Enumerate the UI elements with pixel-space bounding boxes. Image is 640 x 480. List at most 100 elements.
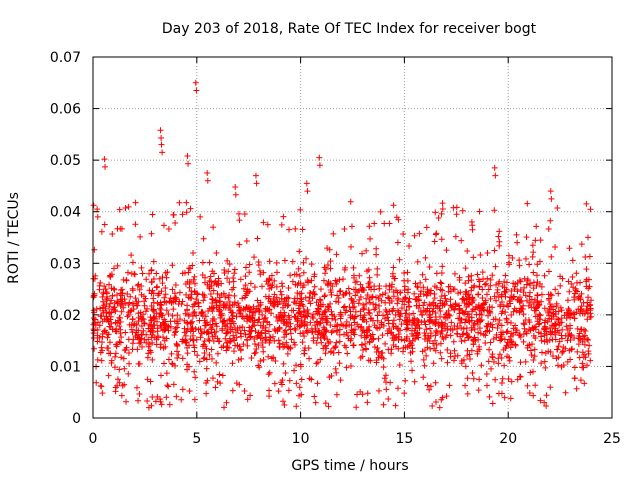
data-point xyxy=(377,208,384,215)
data-point xyxy=(341,342,348,349)
data-point xyxy=(412,336,419,343)
data-point xyxy=(293,380,300,387)
data-point xyxy=(480,331,487,338)
data-point xyxy=(494,325,501,332)
data-point xyxy=(571,315,578,322)
data-point xyxy=(254,235,261,242)
data-point xyxy=(507,294,514,301)
data-point xyxy=(414,283,421,290)
data-point xyxy=(120,355,127,362)
data-point xyxy=(543,403,550,410)
data-point xyxy=(461,337,468,344)
data-point xyxy=(437,330,444,337)
data-point xyxy=(171,295,177,302)
data-point xyxy=(169,286,176,293)
data-point xyxy=(351,303,358,310)
data-point xyxy=(294,295,301,302)
data-point xyxy=(379,332,386,339)
data-point xyxy=(196,358,203,365)
data-point xyxy=(336,288,343,295)
data-point xyxy=(298,376,305,383)
data-point xyxy=(526,293,533,300)
data-point xyxy=(537,397,544,404)
data-point xyxy=(391,275,398,282)
data-point xyxy=(548,195,555,202)
data-point xyxy=(548,253,555,260)
data-point xyxy=(396,311,403,318)
data-point xyxy=(423,326,430,333)
data-point xyxy=(232,329,239,336)
data-point xyxy=(185,160,192,167)
data-point xyxy=(383,283,390,290)
data-point xyxy=(188,279,194,286)
data-point xyxy=(278,291,285,298)
data-point xyxy=(116,314,123,321)
data-point xyxy=(376,308,383,315)
data-point xyxy=(534,261,541,268)
data-point xyxy=(568,346,575,353)
data-point xyxy=(165,383,172,390)
data-point xyxy=(517,334,524,341)
data-point xyxy=(437,279,444,286)
data-point xyxy=(308,261,315,268)
data-point xyxy=(502,289,509,296)
data-point xyxy=(438,236,445,243)
data-point xyxy=(541,324,548,331)
data-point xyxy=(502,272,509,279)
data-point xyxy=(179,298,186,305)
data-point xyxy=(190,301,197,308)
data-point xyxy=(513,307,520,314)
y-tick-label: 0.07 xyxy=(50,50,81,66)
data-point xyxy=(267,337,274,344)
data-point xyxy=(231,266,238,273)
data-point xyxy=(475,276,482,283)
data-point xyxy=(310,311,317,318)
data-point xyxy=(117,339,124,346)
data-point xyxy=(578,241,585,248)
data-point xyxy=(374,312,381,319)
data-point xyxy=(327,258,334,265)
data-point xyxy=(246,269,253,276)
data-point xyxy=(345,335,352,342)
data-point xyxy=(329,315,336,322)
data-point xyxy=(143,339,150,346)
data-point xyxy=(530,356,537,363)
data-point xyxy=(438,270,445,277)
data-point xyxy=(221,267,228,274)
data-point xyxy=(148,402,155,409)
data-point xyxy=(367,357,374,364)
data-point xyxy=(101,283,108,290)
data-point xyxy=(220,318,227,325)
data-point xyxy=(280,213,287,220)
data-point xyxy=(499,375,506,382)
data-point xyxy=(159,312,166,319)
data-point xyxy=(284,350,291,357)
data-point xyxy=(522,292,529,299)
data-point xyxy=(441,292,448,299)
data-point xyxy=(580,326,587,333)
data-point xyxy=(117,330,124,337)
data-point xyxy=(395,331,402,338)
data-point xyxy=(216,371,223,378)
data-point xyxy=(173,393,180,400)
data-point xyxy=(293,271,300,278)
data-point xyxy=(172,328,179,335)
data-point xyxy=(483,328,490,335)
data-point xyxy=(157,127,164,134)
data-point xyxy=(133,384,140,391)
data-point xyxy=(317,286,324,293)
data-point xyxy=(275,337,282,344)
data-point xyxy=(483,371,490,378)
data-point xyxy=(394,239,401,246)
data-point xyxy=(255,342,262,349)
data-point xyxy=(111,364,118,371)
data-point xyxy=(283,339,290,346)
data-point xyxy=(122,205,129,212)
data-point xyxy=(246,288,253,295)
data-point xyxy=(522,358,529,365)
data-point xyxy=(555,343,562,350)
data-point xyxy=(229,326,236,333)
data-point xyxy=(516,373,523,380)
data-point xyxy=(468,314,475,321)
data-point xyxy=(526,390,533,397)
